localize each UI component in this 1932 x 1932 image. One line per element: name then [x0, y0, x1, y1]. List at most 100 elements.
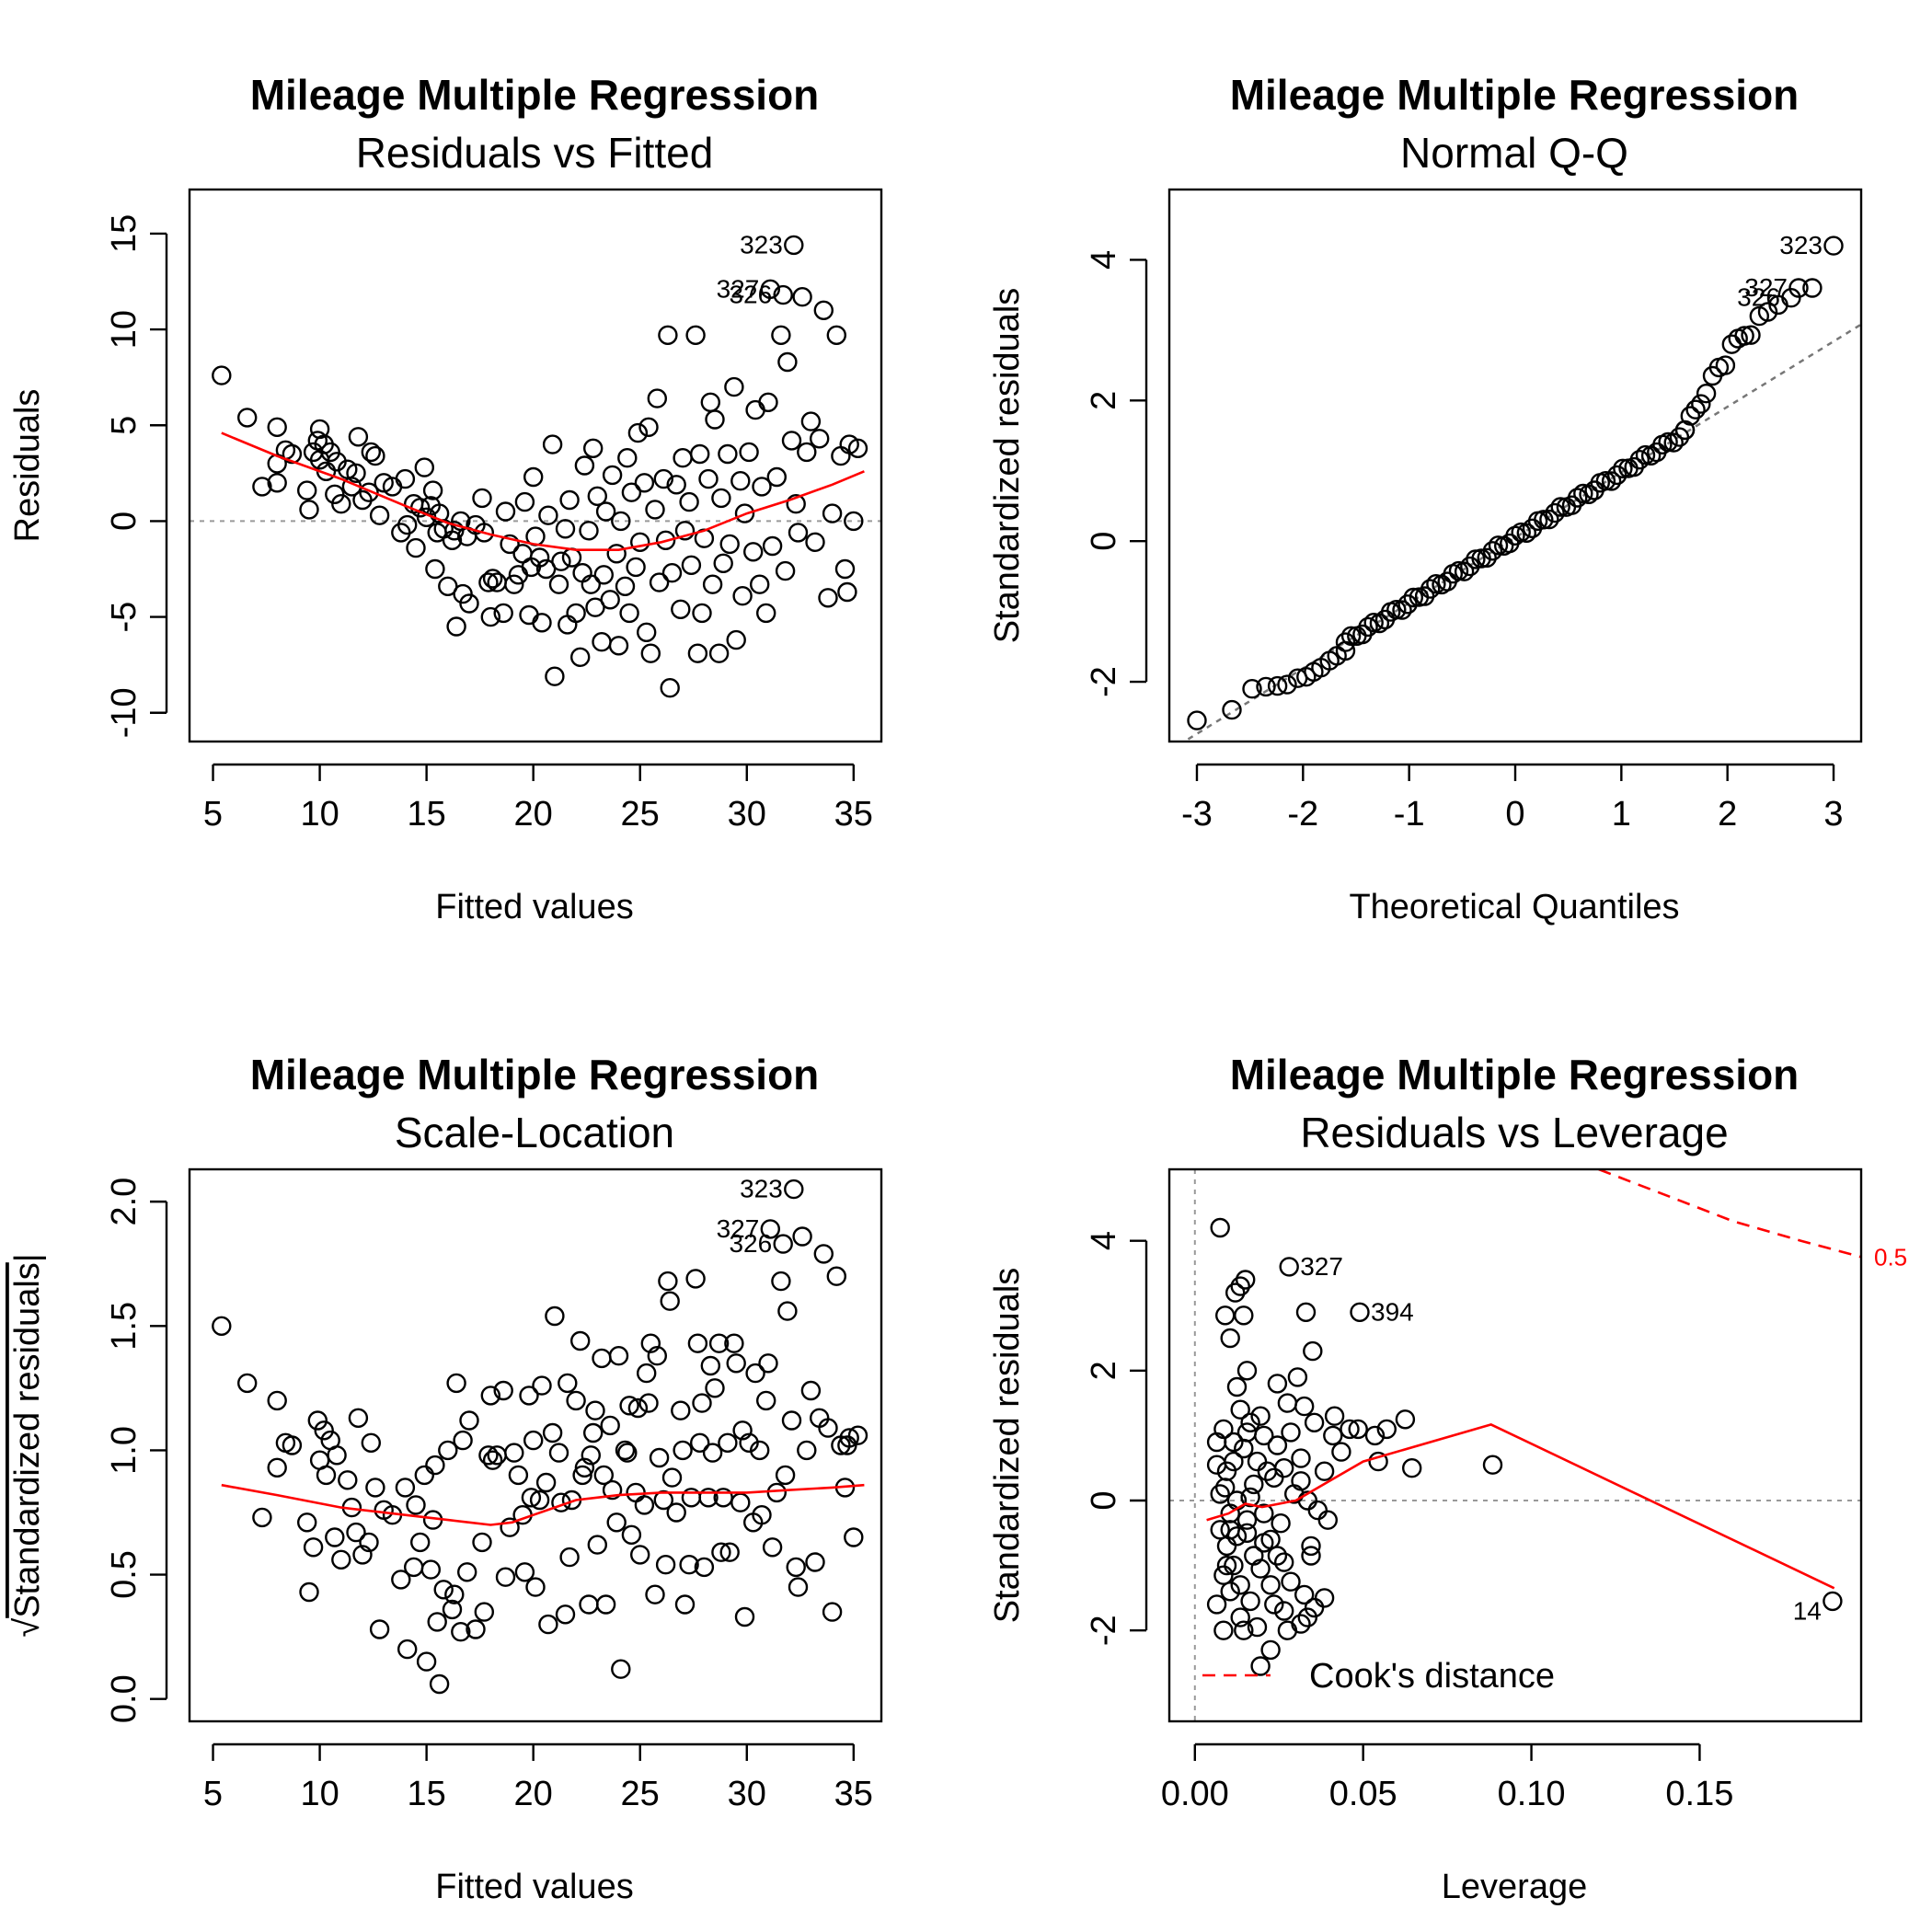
data-point — [781, 1410, 802, 1431]
data-point — [627, 422, 649, 443]
data-point — [1240, 1487, 1260, 1508]
data-point — [1260, 1639, 1281, 1661]
data-point — [282, 443, 303, 465]
sqrt-sign: √ — [8, 1618, 47, 1638]
data-point — [1340, 1419, 1360, 1440]
data-point — [1234, 1305, 1254, 1326]
data-point — [1256, 676, 1276, 697]
data-point — [800, 411, 822, 431]
data-point — [810, 429, 830, 449]
data-point — [1323, 1425, 1343, 1446]
data-point — [558, 1373, 578, 1394]
data-point — [773, 284, 793, 305]
data-point — [813, 300, 834, 320]
data-point — [446, 1373, 466, 1394]
data-point — [369, 505, 390, 525]
data-point — [1669, 427, 1690, 447]
y-tick-label: -2 — [1085, 666, 1123, 697]
data-point — [1358, 616, 1378, 638]
y-tick-label: 4 — [1085, 1231, 1123, 1250]
point-label: 394 — [1371, 1297, 1414, 1326]
data-point — [579, 1594, 599, 1615]
plot-region — [1169, 1169, 1861, 1721]
data-point — [429, 1673, 450, 1695]
data-point — [212, 365, 232, 385]
data-point — [708, 643, 730, 663]
data-point — [698, 468, 719, 489]
data-point — [282, 1435, 303, 1455]
data-point — [818, 588, 838, 608]
data-point — [1273, 1552, 1294, 1572]
data-point — [478, 1445, 499, 1466]
data-point — [1216, 1535, 1237, 1557]
data-point — [397, 1639, 418, 1660]
data-point — [1331, 1442, 1351, 1462]
data-point — [480, 1386, 500, 1406]
data-point — [457, 1562, 477, 1582]
data-point — [442, 1599, 463, 1620]
data-point — [331, 1549, 351, 1570]
y-tick-label: 2 — [1085, 1361, 1123, 1380]
data-point — [1224, 1555, 1244, 1576]
data-point — [1214, 1305, 1236, 1326]
y-tick-label: 0 — [1085, 532, 1123, 551]
data-point — [766, 1482, 787, 1503]
data-point — [444, 1584, 465, 1604]
data-point — [397, 514, 418, 535]
data-point — [711, 488, 731, 509]
data-point — [1226, 1526, 1248, 1547]
data-point — [837, 1435, 857, 1455]
data-point — [1488, 535, 1509, 556]
data-point — [1216, 1461, 1237, 1481]
data-point — [369, 1619, 390, 1639]
smoother-line — [221, 1483, 865, 1526]
panel-title: Mileage Multiple Regression — [1230, 1051, 1800, 1098]
data-point — [1629, 450, 1650, 470]
data-point — [1210, 1217, 1230, 1238]
data-point — [766, 466, 787, 488]
x-tick-label: 10 — [300, 1775, 339, 1813]
normal-qq-panel: Mileage Multiple Regression Normal Q-Q T… — [988, 71, 1863, 926]
data-point — [212, 1316, 232, 1337]
y-tick-label: 0 — [105, 512, 144, 531]
y-tick-label: 0 — [1085, 1490, 1123, 1510]
data-point — [1210, 1520, 1230, 1540]
data-point — [634, 473, 655, 493]
x-tick-label: 2 — [1718, 795, 1737, 834]
data-point — [724, 376, 744, 397]
data-point — [619, 1396, 639, 1416]
x-tick-label: 30 — [728, 1775, 766, 1813]
x-tick-label: 1 — [1612, 795, 1631, 834]
data-point — [303, 1537, 324, 1558]
x-tick-label: 0.10 — [1498, 1775, 1566, 1813]
x-axis-label: Theoretical Quantiles — [1349, 888, 1679, 926]
data-point — [647, 388, 667, 408]
cooks-distance-contour — [1598, 1169, 1861, 1259]
data-point — [478, 572, 499, 592]
data-point — [1235, 1270, 1256, 1290]
data-point — [559, 489, 580, 511]
data-point — [1242, 679, 1262, 699]
data-point — [459, 593, 479, 614]
data-point — [1314, 1461, 1335, 1481]
data-point — [1595, 471, 1616, 491]
data-point — [758, 1353, 778, 1374]
data-point — [649, 572, 670, 592]
data-point — [734, 503, 755, 523]
y-axis-label: Standardized residuals — [988, 1268, 1027, 1624]
data-point — [555, 1604, 576, 1625]
plot-frame — [188, 1167, 883, 1723]
data-point — [1250, 1558, 1271, 1579]
data-point — [1277, 674, 1297, 695]
data-point — [713, 553, 733, 573]
y-tick-label: -2 — [1085, 1615, 1123, 1646]
data-point — [514, 491, 535, 512]
data-point — [745, 1363, 765, 1384]
data-point — [551, 551, 571, 571]
data-point — [331, 494, 351, 514]
data-point — [1516, 523, 1537, 543]
data-point — [1287, 1367, 1308, 1387]
data-point — [359, 482, 379, 502]
data-point — [649, 1447, 670, 1468]
y-tick-label: 0.0 — [105, 1674, 144, 1723]
